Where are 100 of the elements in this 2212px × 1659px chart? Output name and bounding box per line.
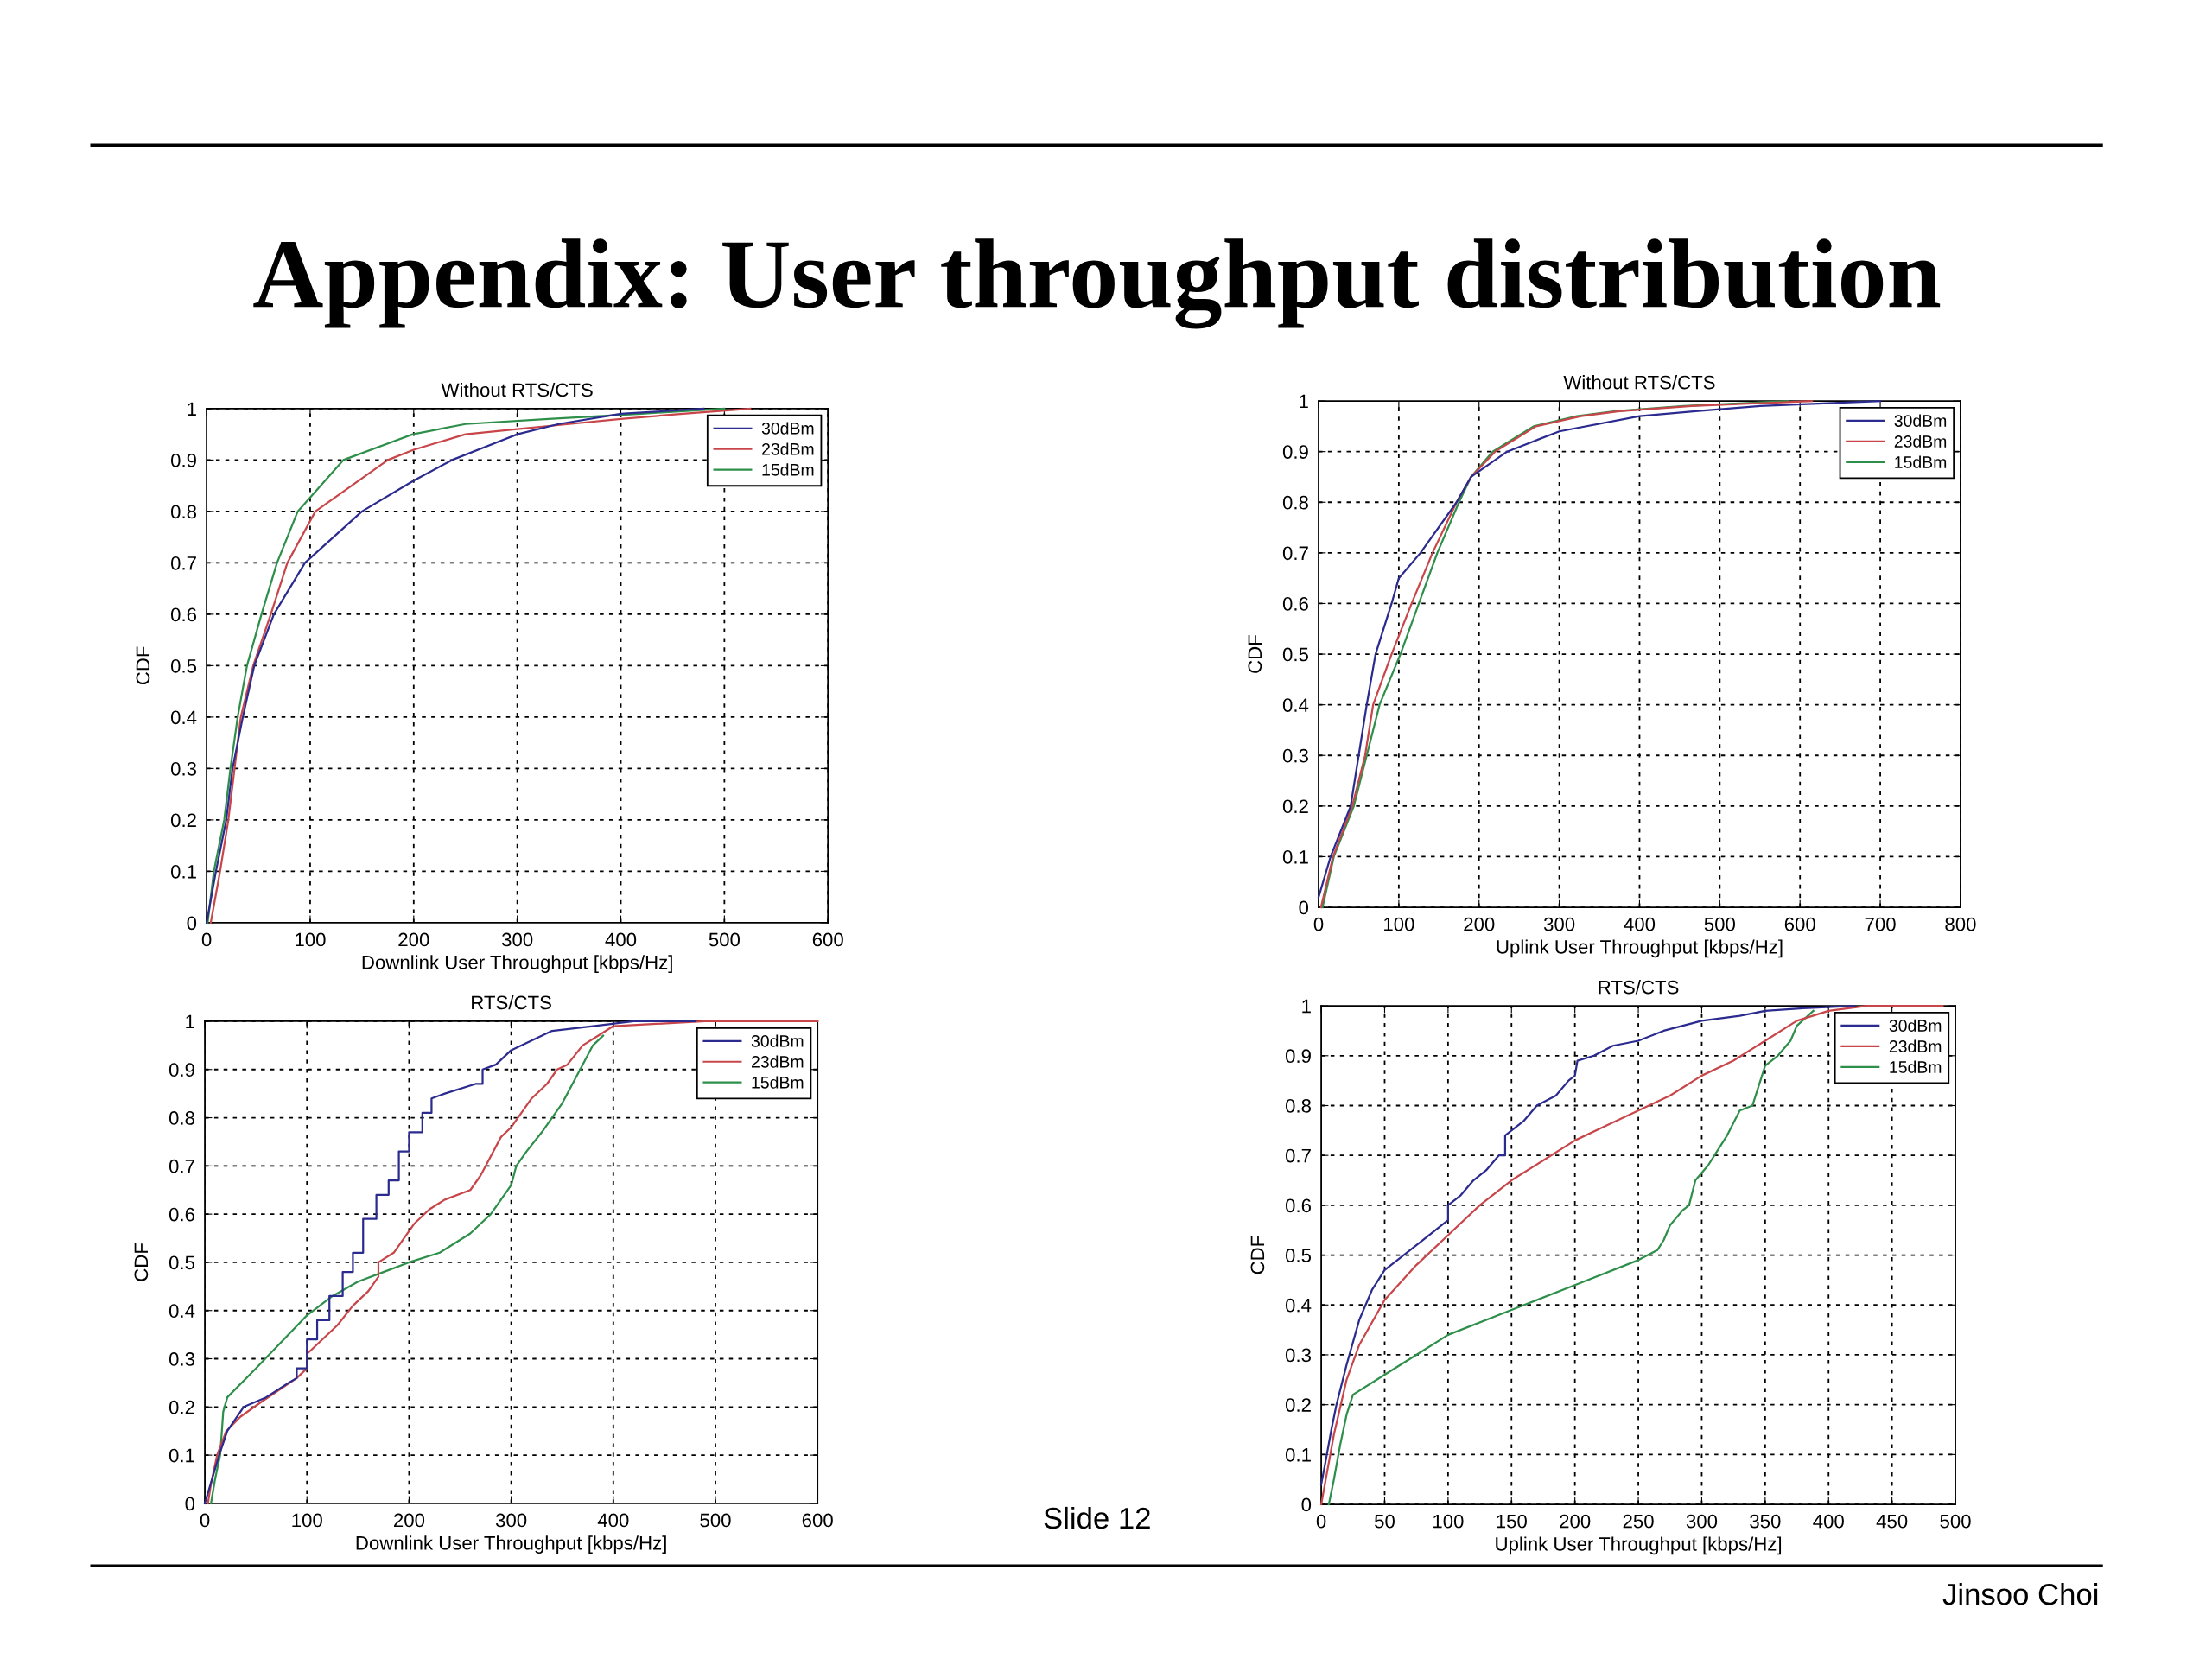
- y-tick-label: 0.1: [168, 1448, 194, 1463]
- x-tick-label: 200: [1560, 1514, 1591, 1529]
- chart-title: Without RTS/CTS: [1563, 375, 1715, 390]
- legend-label: 23dBm: [1889, 1039, 1942, 1052]
- x-tick-label: 300: [1686, 1514, 1718, 1529]
- x-tick-label: 500: [709, 932, 741, 947]
- text: Jinsoo Choi: [1942, 1583, 2098, 1605]
- y-tick-label: 1: [1302, 999, 1311, 1014]
- legend-label: 23dBm: [762, 442, 814, 455]
- x-tick-label: 0: [200, 1513, 210, 1528]
- x-tick-label: 100: [296, 932, 326, 947]
- legend-label: 23dBm: [751, 1055, 804, 1068]
- x-tick-label: 0: [1313, 917, 1324, 931]
- line-series: [207, 1020, 819, 1505]
- text: Slide 12: [1044, 1506, 1150, 1529]
- legend-label: 30dBm: [1889, 1019, 1942, 1032]
- y-tick-label: 0.6: [1285, 1198, 1311, 1213]
- y-tick-label: 0.1: [170, 864, 196, 879]
- x-tick-label: 600: [802, 1513, 833, 1528]
- y-tick-label: 0.4: [1285, 1298, 1312, 1313]
- y-tick-label: 0.5: [170, 658, 197, 673]
- y-tick-label: 0.5: [1285, 1249, 1312, 1262]
- x-tick-label: 400: [1624, 917, 1656, 931]
- y-tick-label: 0.7: [170, 556, 196, 570]
- y-tick-label: 0.7: [168, 1159, 194, 1173]
- y-axis-title: CDF: [136, 646, 150, 685]
- y-tick-label: 0.3: [168, 1352, 194, 1366]
- y-tick-label: 0.4: [170, 710, 197, 725]
- x-tick-label: 200: [398, 932, 429, 947]
- y-axis-title: CDF: [134, 1243, 149, 1281]
- x-tick-label: 150: [1497, 1514, 1527, 1529]
- y-tick-label: 0: [185, 1497, 195, 1511]
- x-tick-label: 500: [700, 1513, 731, 1528]
- x-tick-label: 400: [597, 1513, 629, 1528]
- text: Appendix: User throughput distribution: [253, 238, 1941, 329]
- x-tick-label: 50: [1375, 1514, 1395, 1529]
- y-tick-label: 0.2: [1285, 1398, 1311, 1412]
- x-tick-label: 300: [495, 1513, 527, 1528]
- legend-label: 30dBm: [1894, 414, 1947, 427]
- x-tick-label: 200: [1464, 917, 1495, 931]
- legend-label: 15dBm: [1895, 455, 1947, 468]
- x-tick-label: 200: [394, 1513, 425, 1528]
- y-tick-label: 0.1: [1285, 1447, 1311, 1462]
- y-tick-label: 0.9: [1285, 1049, 1311, 1064]
- legend-label: 15dBm: [752, 1076, 804, 1089]
- y-tick-label: 1: [186, 1014, 194, 1028]
- y-tick-label: 0.1: [1282, 849, 1308, 864]
- x-axis-title: Uplink User Throughput [kbps/Hz]: [1497, 939, 1783, 958]
- x-tick-label: 500: [1940, 1514, 1971, 1529]
- legend-label: 15dBm: [762, 463, 814, 476]
- y-tick-label: 0.8: [170, 505, 197, 519]
- y-tick-label: 0.3: [170, 761, 197, 776]
- y-tick-label: 0.2: [170, 813, 196, 828]
- x-tick-label: 100: [1433, 1514, 1464, 1529]
- y-tick-label: 0.9: [170, 453, 196, 467]
- x-tick-label: 350: [1750, 1514, 1781, 1529]
- x-tick-label: 100: [1384, 917, 1414, 931]
- y-tick-label: 0.8: [1285, 1099, 1312, 1113]
- chart-title: Without RTS/CTS: [441, 382, 593, 397]
- chart-title: RTS/CTS: [472, 995, 551, 1010]
- y-tick-label: 1: [188, 402, 196, 416]
- y-tick-label: 0.5: [168, 1255, 195, 1270]
- x-axis-title: Downlink User Throughput [kbps/Hz]: [356, 1535, 666, 1554]
- y-tick-label: 0.7: [1285, 1148, 1311, 1163]
- y-tick-label: 0.8: [168, 1111, 194, 1125]
- x-tick-label: 800: [1945, 917, 1976, 931]
- line-series: [210, 1034, 605, 1505]
- x-tick-label: 700: [1865, 917, 1896, 931]
- y-tick-label: 0.6: [170, 607, 197, 622]
- legend-label: 30dBm: [761, 422, 814, 435]
- x-tick-label: 0: [201, 932, 212, 947]
- x-tick-label: 600: [812, 932, 843, 947]
- legend-label: 15dBm: [1890, 1060, 1942, 1073]
- x-tick-label: 400: [1813, 1514, 1844, 1529]
- x-tick-label: 600: [1784, 917, 1815, 931]
- x-tick-label: 0: [1316, 1514, 1326, 1529]
- y-tick-label: 0.3: [1285, 1348, 1311, 1363]
- legend-label: 23dBm: [1894, 435, 1947, 448]
- x-axis-title: Uplink User Throughput [kbps/Hz]: [1496, 1536, 1782, 1555]
- y-tick-label: 0.9: [1282, 445, 1308, 459]
- x-axis-title: Downlink User Throughput [kbps/Hz]: [362, 955, 672, 973]
- y-tick-label: 1: [1300, 394, 1308, 409]
- y-tick-label: 0.2: [1282, 799, 1308, 814]
- y-tick-label: 0.6: [1282, 596, 1308, 611]
- y-tick-label: 0.2: [168, 1400, 194, 1414]
- x-tick-label: 450: [1876, 1514, 1908, 1529]
- chart-title: RTS/CTS: [1599, 980, 1679, 995]
- y-tick-label: 0.6: [168, 1207, 194, 1222]
- y-tick-label: 0: [1301, 1497, 1312, 1512]
- y-axis-title: CDF: [1248, 635, 1262, 673]
- legend-label: 30dBm: [751, 1034, 804, 1047]
- x-tick-label: 100: [292, 1513, 322, 1528]
- y-tick-label: 0.3: [1282, 748, 1308, 763]
- y-tick-label: 0.4: [1282, 698, 1309, 712]
- y-tick-label: 0.4: [168, 1304, 195, 1318]
- y-tick-label: 0.7: [1282, 546, 1308, 561]
- x-tick-label: 400: [605, 932, 637, 947]
- x-tick-label: 250: [1623, 1514, 1654, 1529]
- y-tick-label: 0: [1299, 900, 1309, 915]
- y-tick-label: 0.8: [1282, 495, 1308, 510]
